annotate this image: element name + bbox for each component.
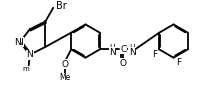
Text: Br: Br [56,1,66,11]
Text: F: F [152,50,157,59]
Text: C: C [120,45,126,54]
Text: N: N [129,48,135,57]
Text: N: N [17,37,23,47]
Text: m: m [22,66,29,72]
Text: H: H [129,44,135,53]
Text: O: O [62,60,69,69]
Text: O: O [120,59,127,68]
Text: N: N [14,37,20,47]
Text: N: N [109,48,116,57]
Text: Me: Me [60,73,71,82]
Text: N: N [26,50,33,59]
Text: F: F [176,58,181,67]
Text: H: H [110,44,115,53]
